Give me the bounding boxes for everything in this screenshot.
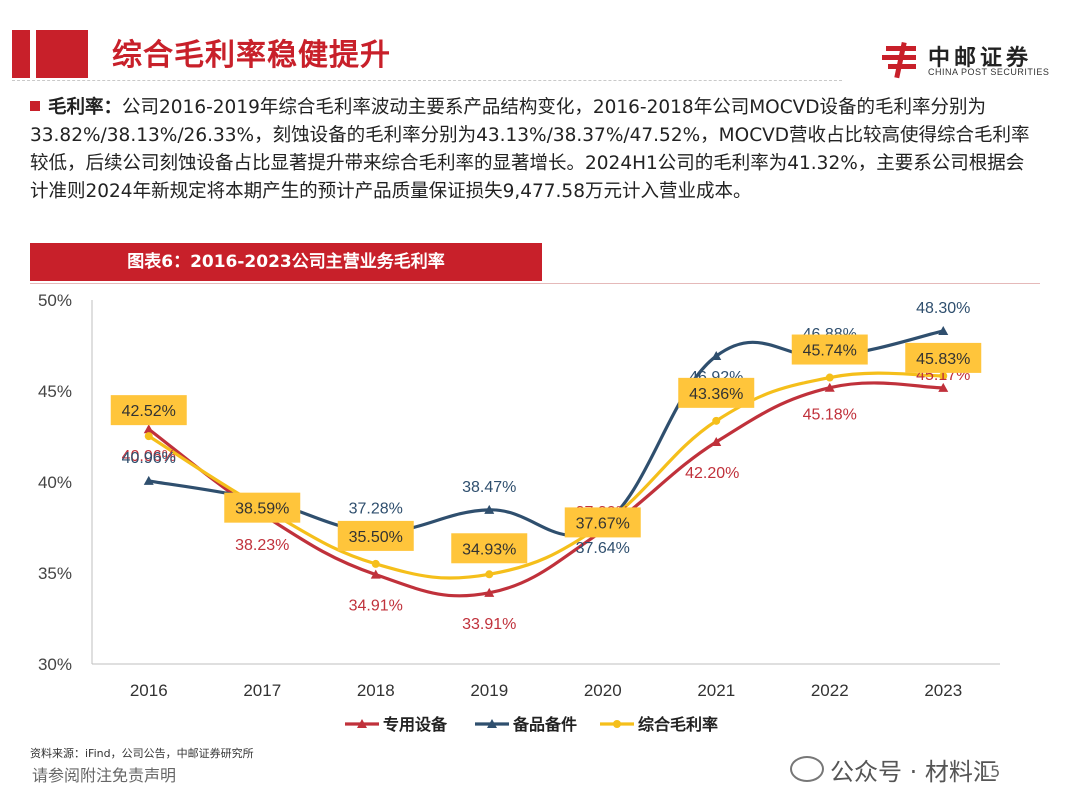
summary-paragraph: 毛利率：公司2016-2019年综合毛利率波动主要系产品结构变化，2016-20… — [30, 94, 1040, 206]
series-zonghe-data-label: 34.93% — [462, 541, 516, 558]
legend-label-series-beipin: 备品备件 — [512, 715, 577, 734]
series-zonghe-label-box — [337, 520, 414, 551]
series-zonghe-data-label: 43.36% — [689, 386, 743, 403]
series-beipin-data-label: 37.64% — [576, 540, 630, 557]
series-zhuanyong-data-label: 38.23% — [235, 537, 289, 554]
wechat-icon — [790, 756, 824, 782]
bullet-icon — [30, 101, 40, 111]
logo-text-cn: 中邮证券 — [928, 46, 1033, 71]
series-zonghe-point — [485, 570, 494, 579]
series-beipin-data-label: 37.28% — [349, 501, 403, 518]
y-tick-label: 45% — [38, 382, 72, 401]
legend-label-series-zhuanyong: 专用设备 — [383, 715, 448, 734]
series-zhuanyong-data-label: 34.91% — [349, 598, 403, 615]
china-post-logo-icon — [882, 41, 916, 79]
figure-title: 图表6：2016-2023公司主营业务毛利率 — [127, 252, 445, 272]
x-tick-label: 2017 — [243, 681, 281, 700]
series-beipin-data-label: 40.96% — [122, 450, 176, 467]
series-beipin-point — [143, 475, 154, 485]
series-zonghe-label-box — [791, 334, 868, 365]
x-tick-label: 2016 — [130, 681, 168, 700]
logo-text-en: CHINA POST SECURITIES — [928, 67, 1050, 77]
series-zhuanyong-point — [370, 569, 381, 579]
x-tick-label: 2022 — [811, 681, 849, 700]
page-title: 综合毛利率稳健提升 — [112, 38, 391, 73]
series-beipin-data-label: 48.30% — [916, 300, 970, 317]
series-beipin-data-label: 38.47% — [462, 479, 516, 496]
series-zhuanyong-data-label: 40.06% — [122, 448, 176, 465]
series-zhuanyong-point — [938, 382, 949, 392]
series-zhuanyong-point — [824, 382, 835, 392]
series-zonghe-label-box — [564, 507, 641, 538]
legend-marker-series-beipin — [487, 719, 497, 728]
series-beipin-point — [484, 504, 495, 514]
series-zonghe-data-label: 45.83% — [916, 351, 970, 368]
figure-divider — [30, 283, 1040, 284]
series-zonghe-label-box — [905, 342, 982, 373]
x-tick-label: 2023 — [924, 681, 962, 700]
y-tick-label: 40% — [38, 473, 72, 492]
y-tick-label: 50% — [38, 291, 72, 310]
paragraph-text: 公司2016-2019年综合毛利率波动主要系产品结构变化，2016-2018年公… — [30, 97, 1030, 202]
series-zonghe-label-box — [110, 395, 187, 426]
data-source: 资料来源：iFind，公司公告，中邮证券研究所 — [30, 747, 254, 760]
series-beipin-point — [938, 325, 949, 335]
x-tick-label: 2019 — [470, 681, 508, 700]
legend-label-series-zonghe: 综合毛利率 — [638, 715, 718, 734]
disclaimer-text: 请参阅附注免责声明 — [32, 766, 177, 785]
y-tick-label: 35% — [38, 564, 72, 583]
series-zonghe-data-label: 45.74% — [803, 343, 857, 360]
series-zonghe-point — [144, 432, 153, 441]
series-zonghe-point — [825, 373, 834, 382]
series-zhuanyong-point — [484, 587, 495, 597]
series-zhuanyong-data-label: 42.20% — [685, 465, 739, 482]
paragraph-lead: 毛利率： — [48, 97, 123, 118]
series-beipin-point — [711, 351, 722, 361]
x-tick-label: 2021 — [697, 681, 735, 700]
series-zonghe-point — [371, 559, 380, 568]
watermark-text: 公众号 · 材料汇 — [830, 758, 997, 786]
watermark: 公众号 · 材料汇 — [790, 752, 997, 787]
margin-line-chart: 30% 35% 40% 45% 50% 2016 2017 2018 2019 2020 2021 2… — [38, 291, 1000, 734]
company-logo: 中邮证券 CHINA POST SECURITIES — [880, 40, 1060, 82]
series-zonghe-label-box — [678, 377, 755, 408]
x-tick-label: 2018 — [357, 681, 395, 700]
legend-marker-series-zonghe — [613, 720, 621, 728]
legend-marker-series-zhuanyong — [357, 719, 367, 728]
series-zhuanyong-point — [143, 424, 154, 434]
series-zonghe-data-label: 37.67% — [576, 515, 630, 532]
figure-title-bar — [30, 243, 542, 281]
series-zonghe-label-box — [451, 533, 528, 564]
y-tick-label: 30% — [38, 655, 72, 674]
series-zonghe-label-box — [224, 492, 301, 523]
series-zhuanyong-data-label: 33.91% — [462, 616, 516, 633]
x-tick-label: 2020 — [584, 681, 622, 700]
series-zonghe-point — [939, 371, 948, 380]
series-zonghe-data-label: 38.59% — [235, 501, 289, 518]
series-zonghe-data-label: 42.52% — [122, 403, 176, 420]
series-zonghe-point — [712, 416, 721, 425]
header-divider — [12, 80, 842, 81]
header-accent-bar — [12, 30, 88, 78]
page-number: 15 — [980, 762, 1001, 781]
series-zhuanyong-data-label: 45.18% — [803, 407, 857, 424]
series-zonghe-data-label: 35.50% — [349, 529, 403, 546]
series-zhuanyong-point — [711, 436, 722, 446]
